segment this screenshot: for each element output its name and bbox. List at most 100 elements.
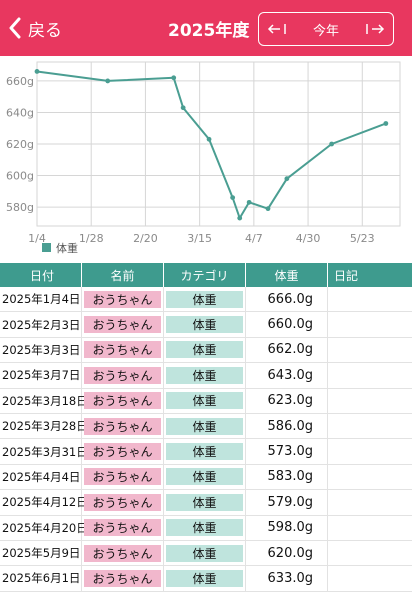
- category-tag: 体重: [166, 290, 243, 308]
- table-row[interactable]: 2025年4月4日 おうちゃん 体重 583.0g: [0, 464, 412, 491]
- row-date: 2025年1月4日: [0, 287, 82, 312]
- row-name-cell: おうちゃん: [82, 388, 164, 413]
- name-tag: おうちゃん: [84, 443, 161, 461]
- row-diary: [328, 389, 412, 413]
- x-tick-label: 3/15: [187, 232, 212, 245]
- row-diary: [328, 490, 412, 514]
- category-tag: 体重: [166, 392, 243, 410]
- legend-label: 体重: [56, 241, 78, 255]
- data-point: [230, 195, 236, 201]
- row-name-cell: おうちゃん: [82, 363, 164, 388]
- weight-chart: 660g 640g 620g 600g 580g 1/4 1/28 2/20 3/15 4/7 4/…: [0, 56, 412, 260]
- row-diary: [328, 312, 412, 336]
- row-weight: 666.0g: [246, 287, 328, 312]
- row-weight: 579.0g: [246, 490, 328, 515]
- name-tag: おうちゃん: [84, 468, 161, 486]
- row-date: 2025年3月28日: [0, 413, 88, 439]
- next-period-button[interactable]: [357, 13, 393, 45]
- row-date: 2025年4月12日: [0, 490, 88, 515]
- row-weight: 586.0g: [246, 413, 328, 439]
- category-tag: 体重: [166, 468, 243, 486]
- table-row[interactable]: 2025年3月28日 おうちゃん 体重 586.0g: [0, 413, 412, 440]
- row-name-cell: おうちゃん: [82, 464, 164, 490]
- row-category-cell: 体重: [164, 439, 246, 464]
- table-header: 日付 名前 カテゴリ 体重 日記: [0, 263, 412, 287]
- row-name-cell: おうちゃん: [82, 337, 164, 363]
- data-point: [329, 141, 335, 147]
- table-row[interactable]: 2025年3月7日 おうちゃん 体重 643.0g: [0, 363, 412, 389]
- row-name-cell: おうちゃん: [82, 312, 164, 337]
- row-diary: [328, 363, 412, 387]
- back-button[interactable]: 戻る: [8, 12, 62, 44]
- name-tag: おうちゃん: [84, 417, 161, 435]
- x-tick-label: 1/28: [79, 232, 104, 245]
- row-date: 2025年2月3日: [0, 312, 82, 337]
- data-point: [34, 69, 40, 74]
- row-diary: [328, 338, 412, 362]
- category-tag: 体重: [166, 519, 243, 537]
- name-tag: おうちゃん: [84, 569, 161, 587]
- back-label: 戻る: [28, 20, 62, 41]
- row-category-cell: 体重: [164, 287, 246, 312]
- row-name-cell: おうちゃん: [82, 439, 164, 464]
- row-date: 2025年3月18日: [0, 388, 88, 413]
- row-date: 2025年3月3日: [0, 337, 82, 363]
- data-point: [180, 105, 186, 111]
- category-tag: 体重: [166, 443, 243, 461]
- arrow-left-bar-icon: [267, 24, 286, 34]
- row-category-cell: 体重: [164, 490, 246, 515]
- category-tag: 体重: [166, 544, 243, 562]
- y-tick-label: 600g: [6, 170, 34, 183]
- row-diary: [328, 566, 412, 590]
- row-date: 2025年4月4日: [0, 464, 82, 490]
- weight-series-line: [36, 70, 387, 220]
- table-row[interactable]: 2025年4月20日 おうちゃん 体重 598.0g: [0, 515, 412, 541]
- row-diary: [328, 516, 412, 540]
- x-tick-label: 2/20: [133, 232, 158, 245]
- category-tag: 体重: [166, 341, 243, 359]
- header-category: カテゴリ: [164, 263, 246, 287]
- x-tick-label: 1/4: [28, 232, 46, 245]
- name-tag: おうちゃん: [84, 366, 161, 384]
- row-name-cell: おうちゃん: [82, 413, 164, 439]
- row-category-cell: 体重: [164, 363, 246, 388]
- y-tick-label: 620g: [6, 138, 34, 151]
- legend-swatch: [42, 243, 51, 252]
- row-weight: 573.0g: [246, 439, 328, 464]
- page-title: 2025年度: [168, 21, 250, 41]
- table-row[interactable]: 2025年3月3日 おうちゃん 体重 662.0g: [0, 337, 412, 364]
- name-tag: おうちゃん: [84, 519, 161, 537]
- row-category-cell: 体重: [164, 337, 246, 363]
- header-date: 日付: [0, 263, 82, 287]
- table-row[interactable]: 2025年3月31日 おうちゃん 体重 573.0g: [0, 439, 412, 465]
- row-category-cell: 体重: [164, 312, 246, 337]
- table-row[interactable]: 2025年4月12日 おうちゃん 体重 579.0g: [0, 490, 412, 516]
- row-date: 2025年3月7日: [0, 363, 82, 388]
- app-header: 戻る 2025年度 今年: [0, 0, 412, 56]
- y-tick-label: 660g: [6, 75, 34, 88]
- name-tag: おうちゃん: [84, 493, 161, 511]
- row-weight: 660.0g: [246, 312, 328, 337]
- data-point: [383, 121, 389, 126]
- table-row[interactable]: 2025年2月3日 おうちゃん 体重 660.0g: [0, 312, 412, 338]
- row-diary: [328, 439, 412, 463]
- table-row[interactable]: 2025年3月18日 おうちゃん 体重 623.0g: [0, 388, 412, 414]
- data-point: [105, 78, 111, 84]
- table-row[interactable]: 2025年1月4日 おうちゃん 体重 666.0g: [0, 287, 412, 313]
- table-row[interactable]: 2025年5月9日 おうちゃん 体重 620.0g: [0, 540, 412, 567]
- records-table: 日付 名前 カテゴリ 体重 日記 2025年1月4日 おうちゃん 体重 666.0g 2…: [0, 263, 412, 592]
- row-name-cell: おうちゃん: [82, 566, 164, 591]
- x-tick-label: 4/7: [245, 232, 263, 245]
- row-weight: 620.0g: [246, 540, 328, 566]
- x-tick-label: 5/23: [350, 232, 375, 245]
- row-category-cell: 体重: [164, 566, 246, 591]
- header-name: 名前: [82, 263, 164, 287]
- data-point: [265, 206, 271, 212]
- current-period-button[interactable]: 今年: [312, 23, 339, 39]
- table-row[interactable]: 2025年6月1日 おうちゃん 体重 633.0g: [0, 566, 412, 592]
- row-category-cell: 体重: [164, 388, 246, 413]
- name-tag: おうちゃん: [84, 392, 161, 410]
- category-tag: 体重: [166, 366, 243, 384]
- prev-period-button[interactable]: [259, 13, 295, 45]
- header-diary: 日記: [334, 268, 359, 283]
